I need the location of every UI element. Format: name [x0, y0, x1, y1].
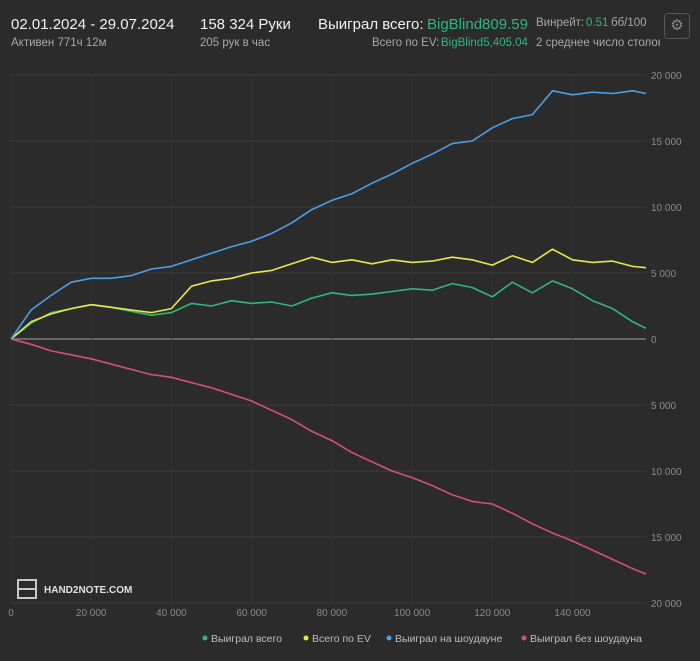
won-total-value: BigBlind809.59 [427, 16, 528, 33]
winrate-unit: бб/100 [611, 17, 647, 29]
chart-grid [10, 74, 646, 604]
legend-marker [386, 635, 392, 641]
won-total-label: Выиграл всего: [318, 16, 424, 33]
hands-count: 158 324 Руки [200, 16, 291, 33]
legend-label[interactable]: Выиграл на шоудауне [395, 633, 502, 645]
hand2note-logo: HAND2NOTE.COM [17, 579, 132, 599]
ev-total-label: Всего по EV: [372, 37, 440, 49]
legend-marker [202, 635, 208, 641]
series-line-2 [10, 248, 647, 340]
x-tick-label: 100 000 [394, 608, 431, 619]
winrate-value: 0.51 [586, 17, 609, 29]
x-tick-label: 120 000 [474, 608, 511, 619]
series-line-3 [10, 90, 647, 340]
y-tick-label: 0 [651, 335, 657, 346]
y-tick-label: 10 000 [651, 467, 682, 478]
header: 02.01.2024 - 29.07.2024 Активен 771ч 12м… [0, 0, 700, 62]
tables-average: 2 среднее число столов [536, 37, 660, 49]
winrate-label: Винрейт: [536, 17, 585, 29]
y-tick-label: 10 000 [651, 203, 682, 214]
logo-text: HAND2NOTE.COM [44, 585, 132, 596]
legend-label[interactable]: Выиграл всего [211, 633, 282, 645]
series-line-4 [10, 338, 647, 575]
x-tick-label: 80 000 [317, 608, 348, 619]
x-tick-label: 60 000 [236, 608, 267, 619]
y-tick-label: 15 000 [651, 137, 682, 148]
legend: Выиграл всего Всего по EV Выиграл на шоуда… [202, 633, 642, 645]
legend-label[interactable]: Всего по EV [312, 633, 371, 645]
x-tick-label: 140 000 [554, 608, 591, 619]
y-tick-label: 20 000 [651, 71, 682, 82]
y-tick-label: 5 000 [651, 269, 676, 280]
y-tick-label: 15 000 [651, 533, 682, 544]
active-time: Активен 771ч 12м [11, 37, 107, 49]
hands-per-hour: 205 рук в час [200, 37, 271, 49]
series-line-1 [10, 280, 647, 340]
date-range[interactable]: 02.01.2024 - 29.07.2024 [11, 16, 175, 33]
x-axis-ticks: 0 20 000 40 000 60 000 80 000 100 000 120 000 1… [8, 608, 591, 619]
x-tick-label: 0 [8, 608, 14, 619]
x-tick-label: 20 000 [76, 608, 107, 619]
y-tick-label: 20 000 [651, 599, 682, 610]
ev-total-value: BigBlind5,405.04 [441, 37, 528, 49]
gear-icon[interactable]: ⚙ [664, 13, 690, 39]
x-tick-label: 40 000 [156, 608, 187, 619]
legend-marker [303, 635, 309, 641]
y-axis-ticks: 20 000 15 000 10 000 5 000 0 5 000 10 000 15 00… [651, 71, 682, 610]
y-tick-label: 5 000 [651, 401, 676, 412]
chart-series [10, 90, 647, 575]
legend-label[interactable]: Выиграл без шоудауна [530, 633, 642, 645]
legend-marker [521, 635, 527, 641]
